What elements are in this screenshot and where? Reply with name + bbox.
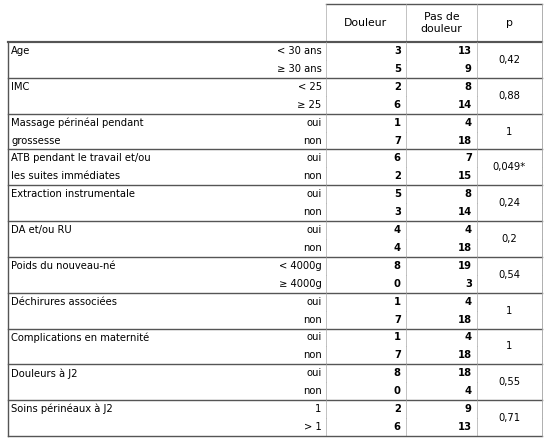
Text: 18: 18 <box>458 315 472 325</box>
Text: 0,55: 0,55 <box>498 377 520 387</box>
Text: 8: 8 <box>394 261 401 271</box>
Text: non: non <box>303 243 322 253</box>
Text: 4: 4 <box>465 297 472 307</box>
Text: 4: 4 <box>465 118 472 127</box>
Text: p: p <box>506 18 513 28</box>
Text: IMC: IMC <box>11 82 29 92</box>
Text: non: non <box>303 135 322 146</box>
Text: 1: 1 <box>506 341 513 352</box>
Text: 5: 5 <box>394 189 401 199</box>
Text: 1: 1 <box>394 297 401 307</box>
Text: 13: 13 <box>458 422 472 432</box>
Text: 7: 7 <box>394 315 401 325</box>
Text: Extraction instrumentale: Extraction instrumentale <box>11 189 135 199</box>
Text: 18: 18 <box>458 135 472 146</box>
Text: 18: 18 <box>458 369 472 378</box>
Text: < 4000g: < 4000g <box>279 261 322 271</box>
Text: Poids du nouveau-né: Poids du nouveau-né <box>11 261 116 271</box>
Text: Soins périnéaux à J2: Soins périnéaux à J2 <box>11 404 113 414</box>
Text: 2: 2 <box>394 404 401 414</box>
Text: 4: 4 <box>394 225 401 235</box>
Text: oui: oui <box>306 369 322 378</box>
Text: 4: 4 <box>465 225 472 235</box>
Text: 3: 3 <box>394 207 401 217</box>
Text: 0,54: 0,54 <box>498 270 520 280</box>
Text: 7: 7 <box>465 154 472 163</box>
Text: 2: 2 <box>394 171 401 181</box>
Text: non: non <box>303 386 322 396</box>
Text: 4: 4 <box>394 243 401 253</box>
Text: 9: 9 <box>465 64 472 74</box>
Text: 2: 2 <box>394 82 401 92</box>
Text: 3: 3 <box>394 46 401 56</box>
Text: oui: oui <box>306 118 322 127</box>
Text: non: non <box>303 350 322 361</box>
Text: Complications en maternité: Complications en maternité <box>11 332 149 343</box>
Text: oui: oui <box>306 297 322 307</box>
Text: ATB pendant le travail et/ou: ATB pendant le travail et/ou <box>11 154 151 163</box>
Text: oui: oui <box>306 189 322 199</box>
Text: 13: 13 <box>458 46 472 56</box>
Text: 15: 15 <box>458 171 472 181</box>
Text: non: non <box>303 315 322 325</box>
Text: 4: 4 <box>465 386 472 396</box>
Text: ≥ 30 ans: ≥ 30 ans <box>277 64 322 74</box>
Text: 0,42: 0,42 <box>498 55 520 65</box>
Text: < 25: < 25 <box>298 82 322 92</box>
Text: 6: 6 <box>394 154 401 163</box>
Text: 0,71: 0,71 <box>498 413 520 423</box>
Text: 8: 8 <box>465 82 472 92</box>
Text: 5: 5 <box>394 64 401 74</box>
Text: ≥ 25: ≥ 25 <box>298 100 322 110</box>
Text: 0: 0 <box>394 279 401 289</box>
Text: 6: 6 <box>394 100 401 110</box>
Text: 0,24: 0,24 <box>498 198 520 208</box>
Text: 7: 7 <box>394 135 401 146</box>
Text: oui: oui <box>306 154 322 163</box>
Text: 19: 19 <box>458 261 472 271</box>
Text: Pas de
douleur: Pas de douleur <box>420 12 462 34</box>
Text: 1: 1 <box>394 333 401 342</box>
Text: oui: oui <box>306 225 322 235</box>
Text: oui: oui <box>306 333 322 342</box>
Text: les suites immédiates: les suites immédiates <box>11 171 120 181</box>
Text: > 1: > 1 <box>304 422 322 432</box>
Text: 0: 0 <box>394 386 401 396</box>
Text: Douleur: Douleur <box>344 18 387 28</box>
Text: 4: 4 <box>465 333 472 342</box>
Text: 6: 6 <box>394 422 401 432</box>
Text: 1: 1 <box>506 305 513 316</box>
Text: non: non <box>303 171 322 181</box>
Text: Douleurs à J2: Douleurs à J2 <box>11 368 78 379</box>
Text: < 30 ans: < 30 ans <box>277 46 322 56</box>
Text: 1: 1 <box>315 404 322 414</box>
Text: 14: 14 <box>458 207 472 217</box>
Text: 8: 8 <box>394 369 401 378</box>
Text: non: non <box>303 207 322 217</box>
Text: Déchirures associées: Déchirures associées <box>11 297 117 307</box>
Text: ≥ 4000g: ≥ 4000g <box>279 279 322 289</box>
Text: 18: 18 <box>458 243 472 253</box>
Text: 0,049*: 0,049* <box>493 163 526 172</box>
Text: 18: 18 <box>458 350 472 361</box>
Text: Age: Age <box>11 46 30 56</box>
Text: 0,88: 0,88 <box>498 91 520 101</box>
Text: 1: 1 <box>506 127 513 137</box>
Text: 3: 3 <box>465 279 472 289</box>
Text: 1: 1 <box>394 118 401 127</box>
Text: 9: 9 <box>465 404 472 414</box>
Text: DA et/ou RU: DA et/ou RU <box>11 225 72 235</box>
Text: 7: 7 <box>394 350 401 361</box>
Text: grossesse: grossesse <box>11 135 60 146</box>
Text: 8: 8 <box>465 189 472 199</box>
Text: 14: 14 <box>458 100 472 110</box>
Text: Massage périnéal pendant: Massage périnéal pendant <box>11 117 144 128</box>
Text: 0,2: 0,2 <box>502 234 518 244</box>
